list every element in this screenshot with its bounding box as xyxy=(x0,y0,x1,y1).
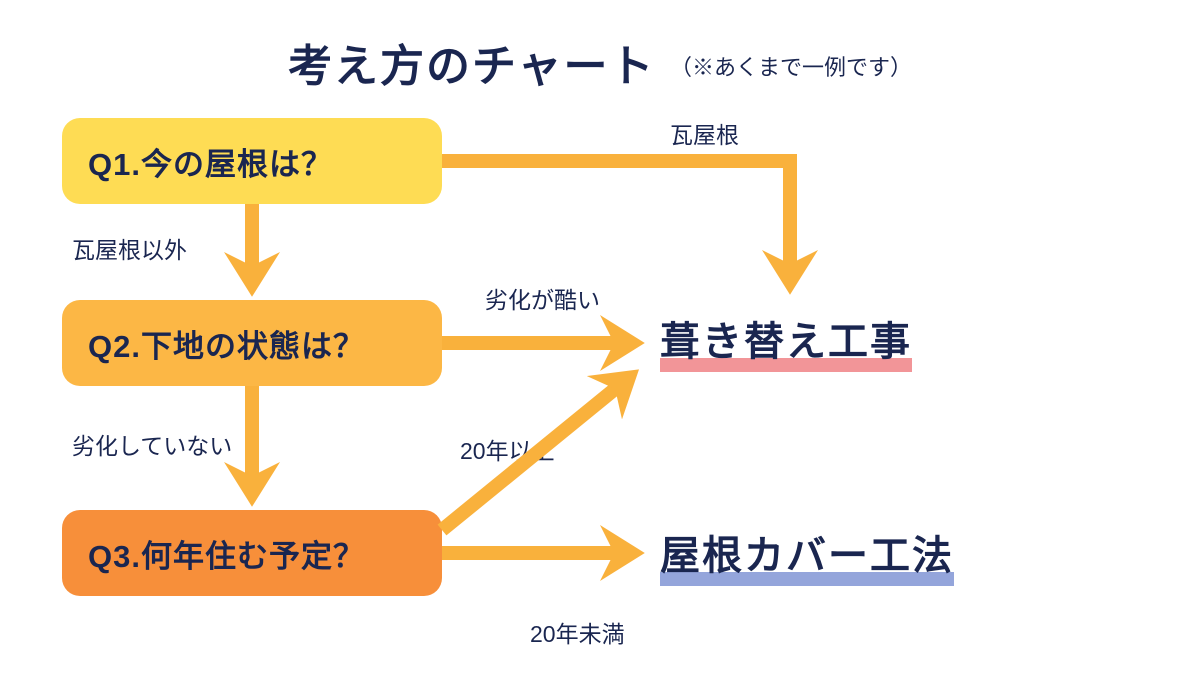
edge-label: 劣化が酷い xyxy=(485,281,600,315)
result-cover: 屋根カバー工法 xyxy=(660,536,954,576)
edge-label: 瓦屋根 xyxy=(670,116,739,150)
question-box-q2: Q2.下地の状態は？ xyxy=(62,300,442,386)
result-text: 屋根カバー工法 xyxy=(660,534,954,578)
question-label: Q2.下地の状態は？ xyxy=(88,321,365,366)
question-label: Q3.何年住む予定？ xyxy=(88,531,365,576)
arrow-a_q1_right xyxy=(442,161,790,278)
edge-label: 20年未満 xyxy=(530,615,625,649)
page-title: 考え方のチャート xyxy=(288,30,656,94)
page-subtitle: （※あくまで一例です） xyxy=(670,50,912,82)
question-label: Q1.今の屋根は？ xyxy=(88,139,333,184)
edge-label: 劣化していない xyxy=(72,427,232,461)
question-box-q1: Q1.今の屋根は？ xyxy=(62,118,442,204)
result-text: 葺き替え工事 xyxy=(660,320,912,364)
page-title-wrap: 考え方のチャート （※あくまで一例です） xyxy=(0,30,1200,94)
edge-label: 瓦屋根以外 xyxy=(72,231,187,265)
edge-label: 20年以上 xyxy=(460,432,555,466)
result-replace: 葺き替え工事 xyxy=(660,322,912,362)
question-box-q3: Q3.何年住む予定？ xyxy=(62,510,442,596)
